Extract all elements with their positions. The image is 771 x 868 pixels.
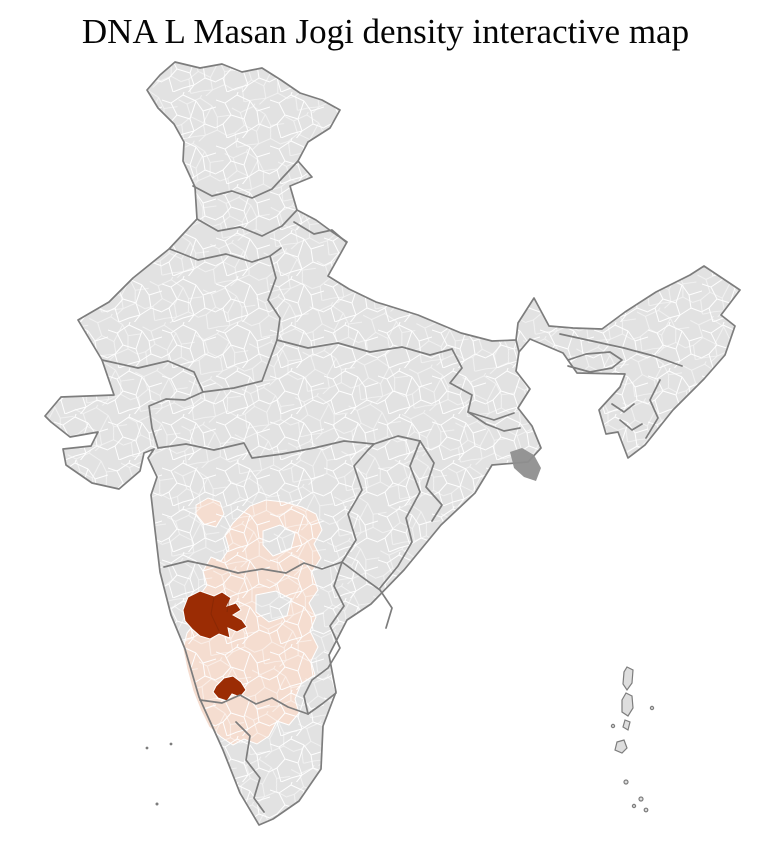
island[interactable]	[649, 705, 655, 711]
island[interactable]	[631, 803, 637, 809]
island[interactable]	[614, 739, 628, 754]
island[interactable]	[169, 742, 173, 746]
island[interactable]	[638, 796, 644, 802]
island[interactable]	[155, 802, 159, 806]
page-title: DNA L Masan Jogi density interactive map	[81, 12, 690, 51]
island[interactable]	[621, 692, 634, 717]
lakshadweep-islands[interactable]	[145, 742, 173, 806]
island[interactable]	[610, 723, 616, 729]
island[interactable]	[622, 666, 634, 692]
sundarbans-delta	[510, 448, 541, 481]
island[interactable]	[145, 746, 149, 750]
island[interactable]	[623, 779, 629, 785]
island[interactable]	[622, 719, 631, 731]
india-landmass[interactable]	[45, 62, 740, 825]
andaman-nicobar-islands[interactable]	[610, 666, 655, 813]
island[interactable]	[643, 807, 649, 813]
